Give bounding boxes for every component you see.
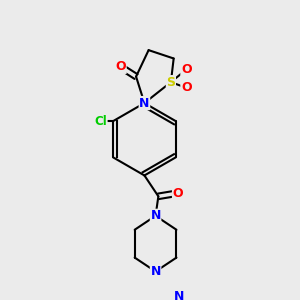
Text: O: O	[172, 187, 183, 200]
Text: S: S	[167, 76, 176, 89]
Text: O: O	[181, 81, 191, 94]
Text: Cl: Cl	[94, 115, 107, 128]
Text: N: N	[150, 265, 161, 278]
Text: N: N	[173, 290, 184, 300]
Text: N: N	[150, 209, 161, 222]
Text: O: O	[181, 63, 191, 76]
Text: N: N	[139, 97, 150, 110]
Text: O: O	[116, 60, 126, 73]
